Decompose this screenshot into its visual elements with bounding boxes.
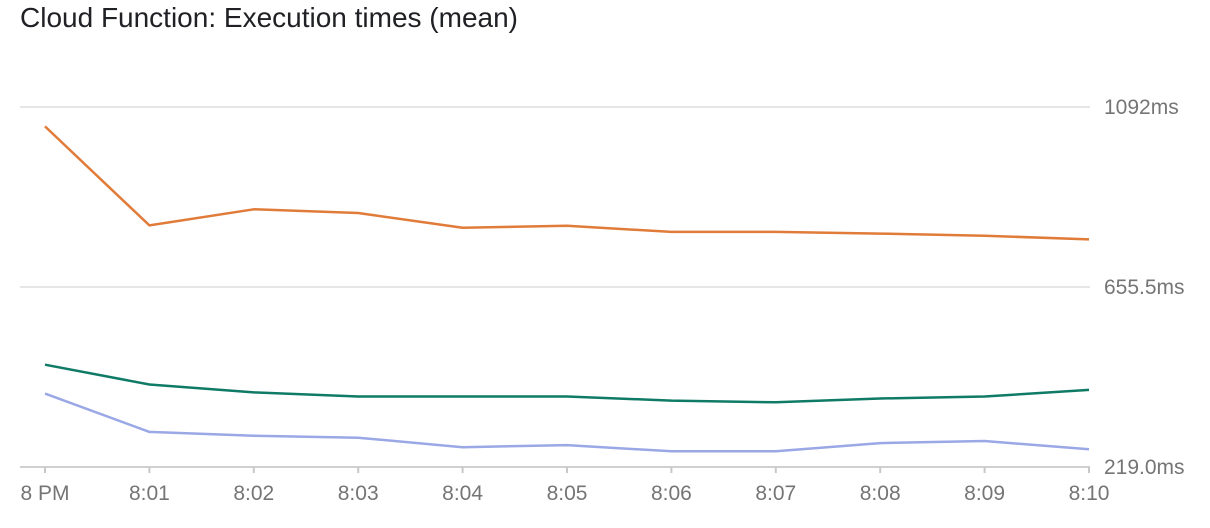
y-tick-label: 1092ms — [1104, 96, 1179, 119]
y-tick-label: 655.5ms — [1104, 276, 1185, 299]
x-tick-label: 8 PM — [20, 482, 69, 505]
x-tick-label: 8:08 — [860, 482, 901, 505]
x-axis — [44, 467, 1090, 473]
series-lines — [44, 125, 1090, 453]
x-tick-label: 8:05 — [547, 482, 588, 505]
x-tick-label: 8:09 — [964, 482, 1005, 505]
series-line-3 — [44, 392, 1090, 453]
y-tick-labels: 1092ms 655.5ms 219.0ms — [1104, 96, 1185, 479]
y-tick-label: 219.0ms — [1104, 456, 1185, 479]
x-tick-label: 8:04 — [442, 482, 483, 505]
x-tick-label: 8:01 — [129, 482, 170, 505]
x-tick-label: 8:07 — [755, 482, 796, 505]
chart-title: Cloud Function: Execution times (mean) — [20, 2, 518, 33]
x-tick-labels: 8 PM 8:01 8:02 8:03 8:04 8:05 8:06 8:07 8:08 8:09… — [20, 482, 1109, 505]
x-tick-label: 8:10 — [1069, 482, 1110, 505]
gridlines — [20, 106, 1090, 468]
x-tick-label: 8:02 — [233, 482, 274, 505]
x-tick-label: 8:03 — [338, 482, 379, 505]
x-tick-label: 8:06 — [651, 482, 692, 505]
series-line-1 — [44, 125, 1090, 241]
series-line-2 — [44, 363, 1090, 404]
